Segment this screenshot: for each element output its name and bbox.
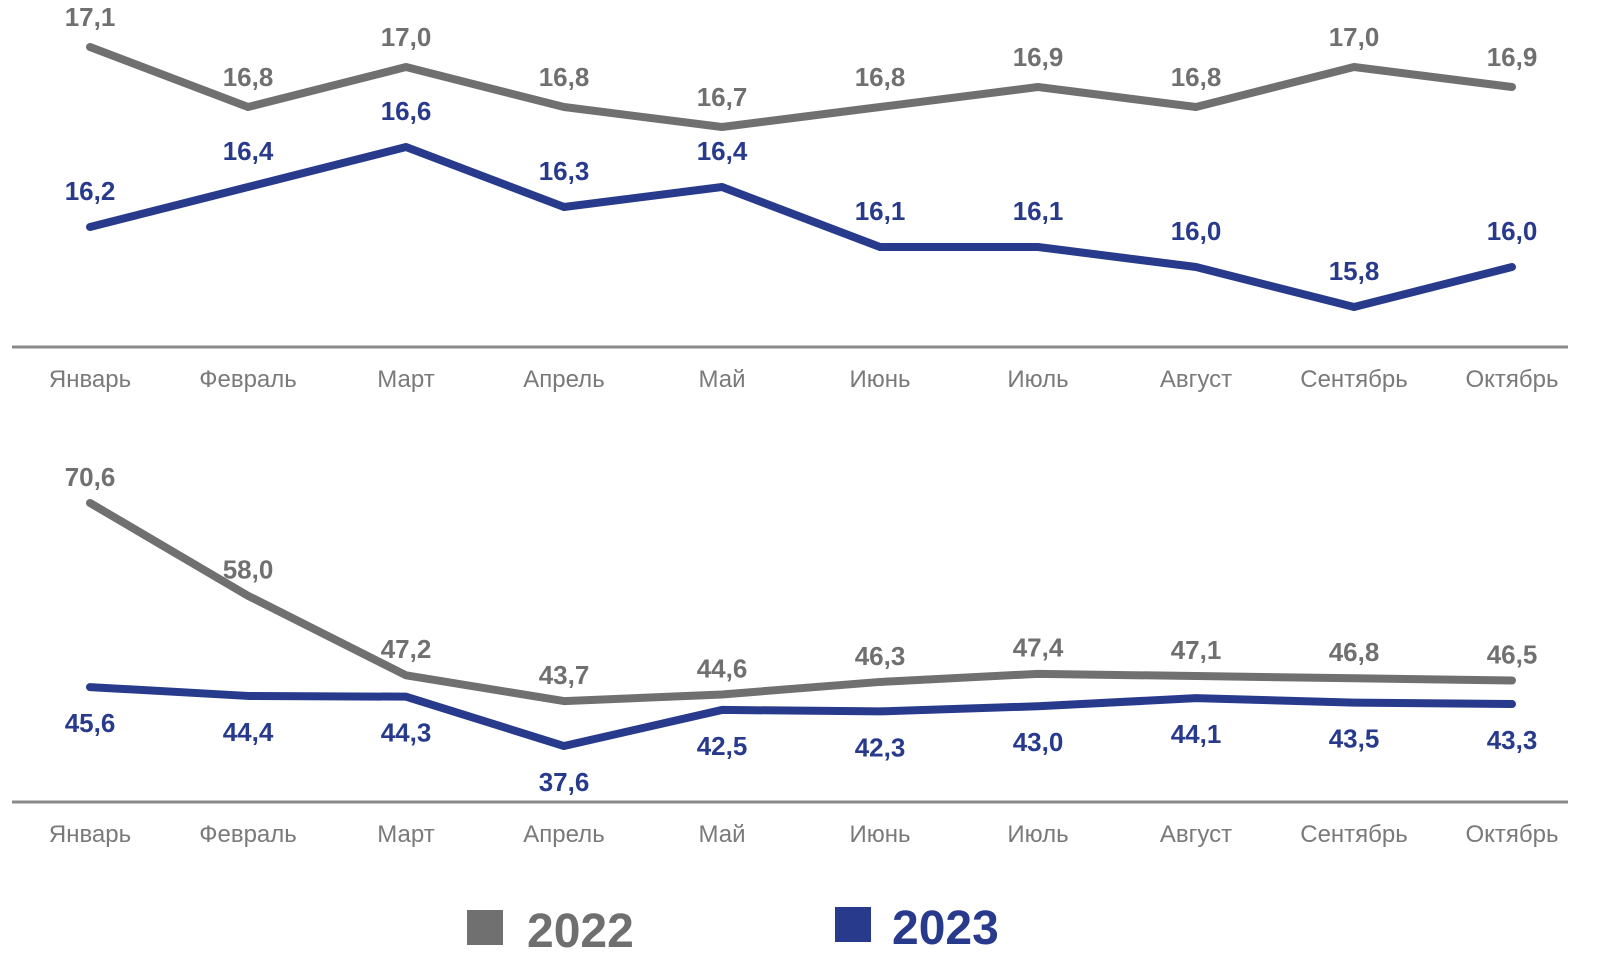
data-label: 16,6 bbox=[381, 96, 432, 126]
legend-swatch bbox=[835, 907, 871, 942]
x-tick-label: Март bbox=[377, 821, 434, 848]
x-tick-label: Май bbox=[698, 821, 745, 848]
x-tick-label: Август bbox=[1160, 366, 1232, 393]
data-label: 43,5 bbox=[1329, 723, 1380, 753]
data-label: 70,6 bbox=[65, 462, 116, 492]
data-label: 16,1 bbox=[1013, 196, 1064, 226]
data-label: 43,3 bbox=[1487, 725, 1538, 755]
x-tick-label: Февраль bbox=[199, 366, 297, 393]
data-label: 16,4 bbox=[223, 136, 274, 166]
x-tick-label: Август bbox=[1160, 821, 1232, 848]
data-label: 44,3 bbox=[381, 718, 432, 748]
data-label: 16,2 bbox=[65, 176, 116, 206]
data-label: 47,2 bbox=[381, 634, 432, 664]
series-line bbox=[86, 143, 1516, 311]
x-tick-label: Сентябрь bbox=[1300, 366, 1408, 393]
data-label: 15,8 bbox=[1329, 256, 1380, 286]
data-label: 37,6 bbox=[539, 767, 590, 797]
x-tick-label: Апрель bbox=[523, 366, 604, 393]
data-label: 16,3 bbox=[539, 156, 590, 186]
x-tick-label: Февраль bbox=[199, 821, 297, 848]
legend-swatch bbox=[467, 910, 503, 945]
data-label: 44,1 bbox=[1171, 719, 1222, 749]
x-tick-label: Октябрь bbox=[1465, 821, 1558, 848]
x-tick-label: Сентябрь bbox=[1300, 821, 1408, 848]
data-label: 47,1 bbox=[1171, 635, 1222, 665]
data-label: 16,0 bbox=[1487, 216, 1538, 246]
x-tick-label: Октябрь bbox=[1465, 366, 1558, 393]
data-label: 46,8 bbox=[1329, 637, 1380, 667]
data-label: 16,4 bbox=[697, 136, 748, 166]
data-label: 16,7 bbox=[697, 82, 748, 112]
data-label: 16,9 bbox=[1487, 42, 1538, 72]
data-label: 44,4 bbox=[223, 717, 274, 747]
x-tick-label: Январь bbox=[49, 366, 131, 393]
series-line bbox=[86, 498, 1516, 706]
series-line bbox=[86, 43, 1516, 131]
x-tick-label: Апрель bbox=[523, 821, 604, 848]
data-label: 58,0 bbox=[223, 555, 274, 585]
data-label: 45,6 bbox=[65, 708, 116, 738]
series-line bbox=[86, 683, 1516, 751]
data-label: 42,5 bbox=[697, 731, 748, 761]
legend-label: 2023 bbox=[892, 902, 999, 955]
x-tick-label: Март bbox=[377, 366, 434, 393]
data-label: 42,3 bbox=[855, 732, 906, 762]
data-label: 43,0 bbox=[1013, 727, 1064, 757]
x-tick-label: Июнь bbox=[849, 366, 910, 393]
x-tick-label: Январь bbox=[49, 821, 131, 848]
data-label: 44,6 bbox=[697, 653, 748, 683]
x-tick-label: Июль bbox=[1007, 821, 1068, 848]
data-label: 16,0 bbox=[1171, 216, 1222, 246]
data-label: 16,1 bbox=[855, 196, 906, 226]
x-tick-label: Июль bbox=[1007, 366, 1068, 393]
x-tick-label: Май bbox=[698, 366, 745, 393]
legend-label: 2022 bbox=[527, 905, 634, 958]
data-label: 16,8 bbox=[223, 62, 274, 92]
data-label: 46,5 bbox=[1487, 639, 1538, 669]
data-label: 17,0 bbox=[381, 22, 432, 52]
data-label: 17,0 bbox=[1329, 22, 1380, 52]
data-label: 43,7 bbox=[539, 660, 590, 690]
data-label: 16,9 bbox=[1013, 42, 1064, 72]
data-label: 47,4 bbox=[1013, 633, 1064, 663]
data-label: 46,3 bbox=[855, 641, 906, 671]
data-label: 16,8 bbox=[855, 62, 906, 92]
x-tick-label: Июнь bbox=[849, 821, 910, 848]
data-label: 16,8 bbox=[1171, 62, 1222, 92]
data-label: 17,1 bbox=[65, 2, 116, 32]
data-label: 16,8 bbox=[539, 62, 590, 92]
